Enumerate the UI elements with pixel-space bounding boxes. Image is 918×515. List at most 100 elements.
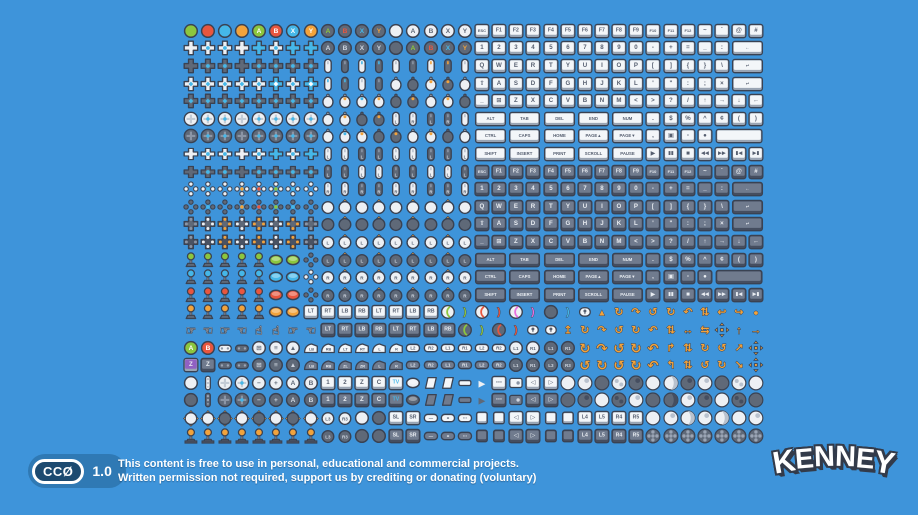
icon-s-dk [422, 216, 439, 234]
icon-k: < [628, 92, 645, 110]
icon-sh-l: L [371, 356, 388, 374]
svg-text:): ) [497, 307, 500, 318]
icon-j-or [216, 304, 233, 322]
svg-text:B: B [205, 344, 210, 351]
icon-a: ↷ [628, 304, 645, 322]
icon-k-r: R [525, 198, 542, 216]
svg-text:—: — [428, 415, 433, 420]
svg-text:L: L [395, 240, 398, 245]
icon-j-gr [199, 251, 216, 269]
svg-text:Y: Y [463, 45, 468, 52]
svg-text:/: / [687, 97, 689, 104]
icon-k: ( [731, 110, 748, 128]
svg-text:): ) [463, 307, 466, 318]
icon-mic-wh [542, 321, 559, 339]
icon-c-wh [353, 409, 370, 427]
svg-text:■: ■ [686, 291, 690, 298]
icon-k: } [696, 198, 713, 216]
svg-text:F10: F10 [650, 28, 658, 33]
svg-text:↻: ↻ [631, 340, 642, 355]
icon-s-wh [353, 198, 370, 216]
icon-k: ◁ [525, 374, 542, 392]
icon-c-or [233, 22, 250, 40]
svg-text:RB: RB [444, 326, 452, 332]
svg-text:LT: LT [393, 326, 400, 332]
svg-text:F10: F10 [650, 168, 658, 173]
svg-text:I: I [601, 203, 603, 210]
icon-k-f10: F10 [645, 22, 662, 40]
svg-text:▣: ▣ [668, 132, 674, 139]
icon-tp-dk-x [662, 427, 679, 445]
icon-k-sr: SR [405, 409, 422, 427]
svg-text:TAB: TAB [521, 116, 529, 121]
svg-text:L: L [463, 172, 466, 177]
svg-text:TV: TV [393, 379, 400, 385]
svg-text:L: L [429, 155, 432, 160]
icon-m-dk-l: L [456, 163, 473, 181]
svg-text:↘: ↘ [735, 360, 744, 372]
icon-k-3: 3 [508, 40, 525, 58]
icon-a: ⇅ [679, 356, 696, 374]
svg-text:_: _ [702, 44, 707, 51]
svg-text:¢: ¢ [720, 255, 724, 262]
icon-x-dk-ct [216, 92, 233, 110]
svg-text:U: U [583, 203, 588, 210]
icon-k: \ [713, 198, 730, 216]
svg-text:\: \ [721, 62, 723, 69]
icon-rc-dk [456, 391, 473, 409]
svg-text:ALT: ALT [487, 256, 495, 261]
svg-text:F: F [549, 79, 553, 86]
svg-text:CTRL: CTRL [485, 133, 497, 138]
svg-text:_: _ [479, 238, 484, 245]
icon-k-rb: RB [353, 304, 370, 322]
icon-g-or: ● [748, 304, 765, 322]
icon-k-0: 0 [628, 180, 645, 198]
icon-k: ) [748, 251, 765, 269]
icon-k-shift-w2: SHIFT [473, 286, 507, 304]
icon-s-dk [353, 216, 370, 234]
svg-text:R: R [412, 293, 416, 298]
icon-d-wh-bl [285, 110, 302, 128]
icon-c-dk-l3: L3 [542, 356, 559, 374]
svg-text:K: K [617, 220, 622, 227]
svg-text::: : [721, 185, 723, 192]
svg-text:↓: ↓ [738, 97, 741, 104]
icon-j-bl [251, 268, 268, 286]
svg-text::: : [687, 79, 689, 86]
icon-j-bl [199, 268, 216, 286]
svg-text:M: M [617, 97, 622, 104]
icon-k-lb: LB [422, 321, 439, 339]
icon-tp-dk-dt [696, 391, 713, 409]
icon-c-dk-x: X [439, 40, 456, 58]
svg-text:L: L [463, 240, 466, 245]
svg-text:): ) [755, 115, 757, 122]
icon-k-w2: ↵ [731, 57, 765, 75]
icon-s-dk-l: L [456, 251, 473, 269]
cc0-badge: CCØ 1.0 [28, 454, 126, 488]
svg-text:%: % [685, 115, 691, 122]
icon-k: " [662, 216, 679, 234]
icon-s-dk-l: L [319, 251, 336, 269]
icon-k-tab-w2: TAB [508, 251, 542, 269]
svg-text:R: R [343, 293, 347, 298]
svg-text:X: X [531, 238, 536, 245]
svg-text:A: A [291, 380, 296, 387]
icon-tb-mg: ) [525, 304, 542, 322]
svg-text:↰: ↰ [666, 360, 675, 372]
svg-text:O: O [617, 203, 622, 210]
icon-sl-wh [439, 374, 456, 392]
icon-br-mg [508, 304, 525, 322]
svg-text:⋯: ⋯ [496, 396, 502, 403]
icon-k-sl: SL [388, 427, 405, 445]
icon-s-wh [302, 409, 319, 427]
icon-m-dk-l: L [422, 110, 439, 128]
icon-m2-wh [405, 128, 422, 146]
icon-k-f12: F12 [679, 163, 696, 181]
icon-c-dk [542, 304, 559, 322]
svg-text:≡: ≡ [274, 362, 278, 369]
svg-text:L1: L1 [445, 363, 451, 368]
icon-k: _ [696, 180, 713, 198]
icon-k: ▷ [525, 427, 542, 445]
icon-k: { [679, 57, 696, 75]
svg-text:3: 3 [515, 44, 519, 51]
